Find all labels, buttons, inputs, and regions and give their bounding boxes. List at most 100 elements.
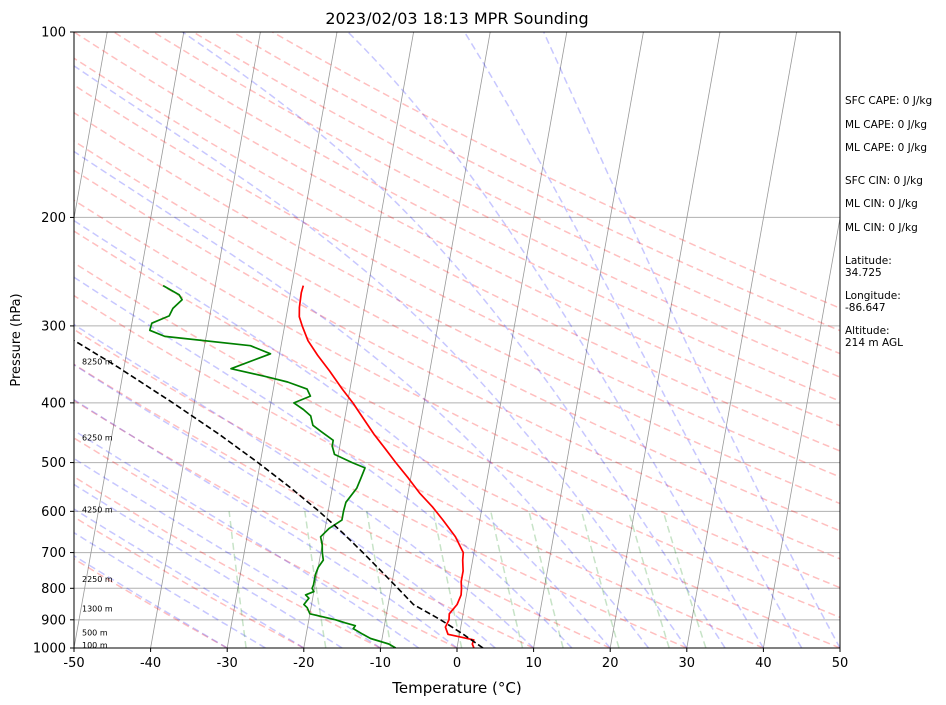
isotherm-line [226, 32, 338, 648]
x-tick-label: -20 [293, 656, 314, 671]
dry-adiabat [74, 140, 840, 532]
mixing-ratio-line [304, 511, 327, 648]
isotherm-line [686, 32, 797, 648]
isotherm-line [74, 32, 185, 648]
x-tick-label: -40 [140, 656, 161, 671]
y-tick-label: 100 [41, 26, 66, 41]
moist-adiabat [74, 363, 496, 648]
x-tick-label: 30 [679, 656, 696, 671]
x-axis-label: Temperature (°C) [391, 679, 521, 697]
moist-adiabat [74, 323, 535, 648]
y-axis-label: Pressure (hPa) [9, 293, 24, 386]
isotherm-line [380, 32, 491, 648]
latitude-text: Latitude: 34.725 [845, 255, 892, 279]
sounding-traces [74, 284, 484, 648]
y-tick-label: 1000 [33, 642, 66, 657]
y-tick-label: 400 [41, 396, 66, 411]
sfc-cape-text: SFC CAPE: 0 J/kg [845, 95, 933, 107]
dry-adiabat [74, 558, 228, 648]
y-tick-label: 600 [41, 505, 66, 520]
ml-cape-text: ML CAPE: 0 J/kg [845, 119, 928, 131]
y-tick-label: 900 [41, 613, 66, 628]
x-tick-label: 10 [525, 656, 542, 671]
sfc-cin-text: SFC CIN: 0 J/kg [845, 175, 923, 187]
mixing-ratio-line [580, 511, 620, 648]
ml-cin-text-2: ML CIN: 0 J/kg [845, 222, 918, 234]
ml-cin-text: ML CIN: 0 J/kg [845, 198, 918, 210]
mixing-ratio-line [432, 511, 463, 648]
background-lines [74, 32, 840, 648]
y-tick-label: 700 [41, 546, 66, 561]
dry-adiabat [74, 230, 840, 619]
mixing-ratio-line [528, 511, 564, 648]
x-tick-label: 20 [602, 656, 619, 671]
height-label: 6250 m [82, 433, 113, 442]
dry-adiabat [232, 32, 840, 332]
longitude-text: Longitude: -86.647 [845, 290, 901, 314]
isotherm-line [456, 32, 568, 648]
dry-adiabat [74, 399, 534, 648]
y-tick-label: 200 [41, 211, 66, 226]
moist-adiabat [74, 483, 343, 648]
moist-adiabat [347, 32, 765, 648]
x-tick-label: 0 [453, 656, 461, 671]
height-label: 4250 m [82, 506, 113, 515]
dry-adiabat [113, 32, 840, 402]
moist-adiabat [463, 32, 803, 648]
moist-adiabat [74, 531, 266, 648]
height-label: 500 m [82, 629, 108, 638]
isotherm-line [763, 215, 840, 648]
dry-adiabat [74, 516, 305, 648]
moist-adiabat [74, 457, 381, 648]
mixing-ratio-line [490, 511, 524, 648]
moist-adiabat [74, 398, 458, 648]
parcel-trace [74, 339, 484, 648]
dry-adiabat [74, 169, 840, 560]
isotherm-line [74, 32, 108, 221]
dry-adiabat [74, 84, 840, 478]
chart-title: 2023/02/03 18:13 MPR Sounding [325, 9, 588, 28]
isotherm-line [609, 32, 721, 648]
y-tick-label: 300 [41, 319, 66, 334]
moist-adiabat [74, 429, 420, 648]
temperature-trace [298, 285, 475, 648]
dry-adiabat [74, 363, 611, 648]
mixing-ratio-line [662, 511, 707, 648]
dry-adiabat [74, 57, 840, 452]
moist-adiabat [182, 32, 726, 648]
moist-adiabat [74, 219, 611, 648]
height-label: 8250 m [82, 358, 113, 367]
dry-adiabat [74, 199, 840, 589]
isotherm-line [533, 32, 644, 648]
x-tick-label: -10 [370, 656, 391, 671]
mixing-ratio-line [627, 511, 670, 648]
x-tick-label: -30 [217, 656, 238, 671]
y-tick-label: 500 [41, 456, 66, 471]
dry-adiabat [74, 32, 840, 427]
altitude-text: Altitude: 214 m AGL [845, 325, 903, 349]
y-tick-label: 800 [41, 582, 66, 597]
moist-adiabat [74, 276, 573, 648]
height-label: 2250 m [82, 575, 113, 584]
dry-adiabat [74, 261, 840, 648]
mixing-ratio-line [228, 511, 247, 648]
x-tick-label: 50 [832, 656, 849, 671]
dry-adiabat [153, 32, 840, 378]
height-labels: 100 m 500 m 1300 m 2250 m 4250 m 6250 m 8250 m [82, 358, 113, 650]
dry-adiabat [74, 437, 458, 648]
moist-adiabat [543, 32, 840, 648]
dry-adiabat [74, 111, 840, 505]
dry-adiabat [74, 475, 381, 648]
x-tick-label: 40 [755, 656, 772, 671]
dry-adiabat [74, 294, 764, 648]
dewpoint-trace [148, 284, 397, 648]
ml-cape-text-2: ML CAPE: 0 J/kg [845, 142, 928, 154]
moist-adiabat [74, 64, 688, 648]
mixing-ratio-line [366, 511, 393, 648]
height-label: 100 m [82, 641, 108, 650]
moist-adiabat [74, 150, 650, 648]
height-label: 1300 m [82, 604, 113, 613]
x-tick-label: -50 [63, 656, 84, 671]
